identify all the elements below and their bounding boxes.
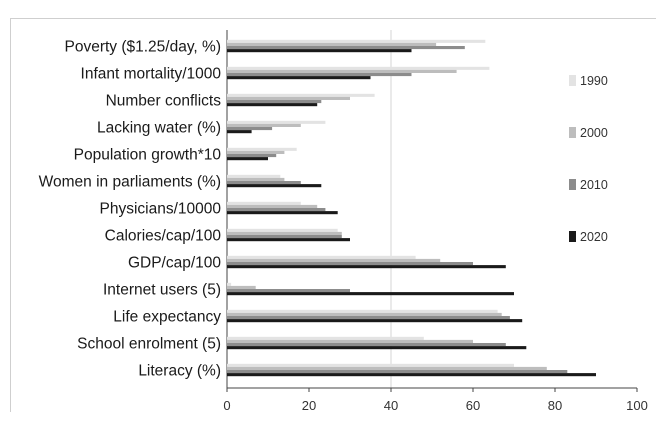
bar-2000: [227, 177, 285, 181]
bar-2020: [227, 211, 338, 215]
legend-swatch: [569, 231, 576, 242]
legend-swatch: [569, 75, 576, 86]
category-label: Infant mortality/1000: [81, 66, 222, 83]
bar-1990: [227, 228, 338, 232]
category-label: Poverty ($1.25/day, %): [64, 39, 221, 56]
legend-label: 2010: [580, 178, 608, 192]
legend-label: 1990: [580, 74, 608, 88]
bar-1990: [227, 66, 490, 70]
bar-2000: [227, 123, 301, 127]
bar-2020: [227, 103, 318, 107]
bar-2000: [227, 312, 502, 316]
category-label: School enrolment (5): [77, 336, 221, 353]
bar-1990: [227, 255, 416, 259]
bar-2000: [227, 150, 285, 154]
bar-2010: [227, 127, 273, 131]
category-label: Literacy (%): [138, 363, 221, 380]
category-label: Physicians/10000: [100, 201, 222, 218]
bar-2010: [227, 262, 473, 266]
category-label: GDP/cap/100: [128, 255, 221, 272]
category-label: Population growth*10: [74, 147, 222, 164]
bar-2010: [227, 316, 510, 320]
bar-2020: [227, 265, 506, 269]
bar-1990: [227, 309, 498, 313]
bar-2020: [227, 157, 268, 161]
bar-2010: [227, 73, 412, 77]
bar-2000: [227, 69, 457, 73]
bar-2000: [227, 42, 437, 46]
bar-2000: [227, 285, 256, 289]
bar-1990: [227, 93, 375, 97]
category-label: Women in parliaments (%): [39, 174, 221, 191]
bar-1990: [227, 336, 424, 340]
bar-2000: [227, 231, 342, 235]
bar-1990: [227, 39, 486, 43]
bar-2020: [227, 373, 596, 377]
bar-1990: [227, 174, 281, 178]
bar-2010: [227, 100, 322, 104]
bar-2020: [227, 292, 514, 296]
category-label: Calories/cap/100: [105, 228, 222, 245]
x-tick-label: 80: [548, 398, 562, 413]
x-tick-label: 20: [302, 398, 316, 413]
legend-label: 2020: [580, 230, 608, 244]
category-label: Life expectancy: [113, 309, 221, 326]
bar-2020: [227, 130, 252, 134]
bar-1990: [227, 363, 514, 367]
x-tick-label: 40: [384, 398, 398, 413]
bar-2010: [227, 235, 342, 239]
legend-swatch: [569, 127, 576, 138]
bar-2010: [227, 46, 465, 50]
bar-2020: [227, 319, 523, 323]
category-label: Number conflicts: [106, 93, 222, 110]
bar-2020: [227, 184, 322, 188]
x-tick-label: 100: [626, 398, 648, 413]
x-tick-label: 60: [466, 398, 480, 413]
bar-2010: [227, 208, 326, 212]
bar-2000: [227, 366, 547, 370]
bar-2000: [227, 258, 441, 262]
bar-2010: [227, 370, 568, 374]
bar-2020: [227, 49, 412, 53]
bar-2020: [227, 76, 371, 80]
category-label: Lacking water (%): [97, 120, 221, 137]
bar-1990: [227, 120, 326, 124]
category-label: Internet users (5): [103, 282, 221, 299]
bar-2020: [227, 238, 350, 242]
bar-1990: [227, 282, 232, 286]
bar-2010: [227, 289, 350, 293]
chart-frame: [10, 18, 656, 412]
bar-2000: [227, 204, 318, 208]
bar-2000: [227, 339, 473, 343]
bar-2010: [227, 181, 301, 185]
bar-2020: [227, 346, 527, 350]
legend-swatch: [569, 179, 576, 190]
legend-label: 2000: [580, 126, 608, 140]
bar-1990: [227, 201, 301, 205]
x-tick-label: 0: [223, 398, 230, 413]
bar-2000: [227, 96, 350, 100]
bar-1990: [227, 147, 297, 151]
bar-2010: [227, 343, 506, 347]
bar-2010: [227, 154, 277, 158]
